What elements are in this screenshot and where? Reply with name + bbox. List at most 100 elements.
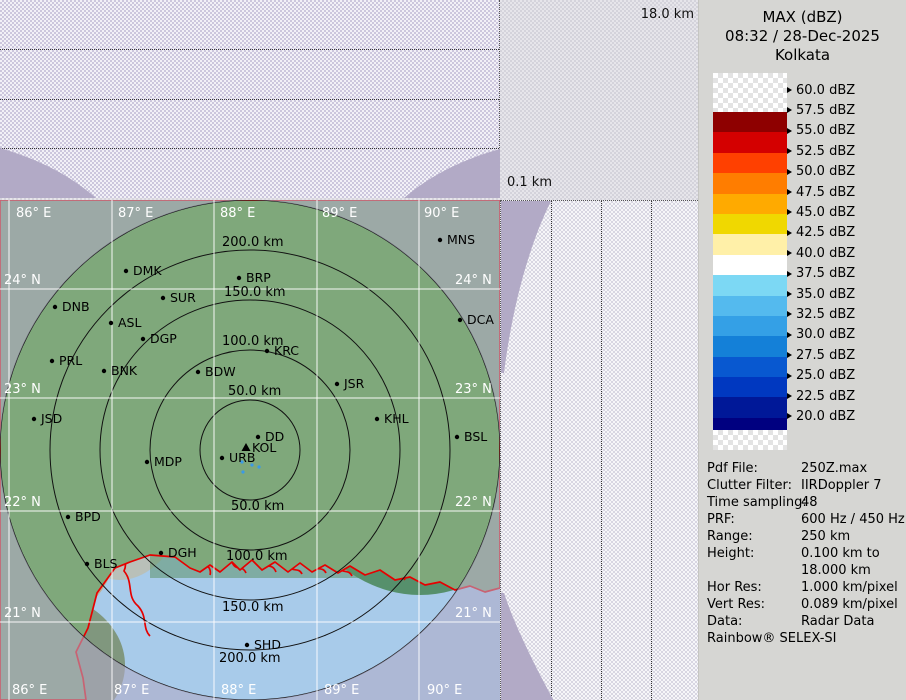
legend-entry-label: 22.5 dBZ bbox=[796, 388, 856, 404]
legend-entry: 30.0 dBZ bbox=[787, 327, 855, 343]
legend-header: MAX (dBZ) 08:32 / 28-Dec-2025 Kolkata bbox=[699, 8, 906, 65]
legend-entry: 25.0 dBZ bbox=[787, 368, 855, 384]
product-metadata: Pdf File: 250Z.max Clutter Filter: IIRDoppl… bbox=[707, 460, 906, 647]
color-swatch bbox=[713, 132, 787, 153]
legend-entry-label: 60.0 dBZ bbox=[796, 82, 856, 98]
radar-map: 86° E 86° E 87° E 87° E 88° E 88° E 89° E 89° E… bbox=[0, 125, 585, 700]
height-scale-max-label: 18.0 km bbox=[640, 7, 694, 22]
legend-entry: 32.5 dBZ bbox=[787, 306, 855, 322]
range-ring-label: 150.0 km bbox=[222, 600, 284, 615]
color-swatch bbox=[713, 417, 787, 430]
city-label-bls: BLS bbox=[94, 556, 118, 571]
legend-arrow-icon bbox=[787, 87, 792, 93]
metadata-value: IIRDoppler 7 bbox=[801, 478, 882, 493]
latitude-label: 21° N bbox=[4, 606, 41, 621]
range-ring-150 bbox=[99, 299, 401, 601]
legend-entry-label: 30.0 dBZ bbox=[796, 327, 856, 343]
product-title: MAX (dBZ) bbox=[762, 8, 843, 26]
longitude-label: 90° E bbox=[427, 683, 462, 698]
legend-arrow-icon bbox=[787, 352, 792, 359]
city-dot-bnk bbox=[101, 368, 107, 374]
color-scale bbox=[713, 73, 787, 450]
city-dot-dnb bbox=[52, 304, 58, 310]
city-dot-asl bbox=[108, 320, 114, 326]
city-dot-dca bbox=[457, 317, 463, 323]
legend-entry-label: 20.0 dBZ bbox=[796, 408, 856, 424]
city-label-bdw: BDW bbox=[205, 364, 236, 379]
city-dot-shd bbox=[244, 642, 250, 648]
legend-entry-label: 40.0 dBZ bbox=[796, 245, 856, 261]
city-dot-khl bbox=[374, 416, 380, 422]
metadata-value: 48 bbox=[801, 495, 818, 510]
city-label-dd: DD bbox=[265, 429, 284, 444]
color-swatch bbox=[713, 356, 787, 378]
metadata-row: Height: 0.100 km to bbox=[707, 545, 906, 562]
city-label-mns: MNS bbox=[447, 232, 475, 247]
legend-entry: 55.0 dBZ bbox=[787, 123, 855, 139]
city-label-krc: KRC bbox=[274, 343, 299, 358]
range-ring-label: 100.0 km bbox=[226, 549, 288, 564]
color-swatch bbox=[713, 73, 787, 112]
legend-entry-label: 52.5 dBZ bbox=[796, 143, 856, 159]
metadata-label: Vert Res: bbox=[707, 597, 766, 612]
legend-entry: 42.5 dBZ bbox=[787, 225, 855, 241]
legend-arrow-icon bbox=[787, 270, 792, 277]
legend-entry: 22.5 dBZ bbox=[787, 388, 855, 404]
longitude-label: 89° E bbox=[324, 683, 359, 698]
metadata-row: Hor Res: 1.000 km/pixel bbox=[707, 579, 906, 596]
legend-entry: 35.0 dBZ bbox=[787, 286, 855, 302]
height-gridline bbox=[0, 148, 499, 149]
metadata-row: Time sampling: 48 bbox=[707, 494, 906, 511]
latitude-label: 24° N bbox=[455, 273, 492, 288]
latitude-label: 22° N bbox=[455, 495, 492, 510]
height-scale-min-label: 0.1 km bbox=[507, 175, 552, 190]
city-dot-bsl bbox=[454, 434, 460, 440]
color-swatch bbox=[713, 152, 787, 174]
legend-entry: 57.5 dBZ bbox=[787, 102, 855, 118]
longitude-label: 86° E bbox=[16, 206, 51, 221]
city-dot-brp bbox=[236, 275, 242, 281]
city-label-mdp: MDP bbox=[154, 454, 182, 469]
range-ring-label: 200.0 km bbox=[219, 651, 281, 666]
legend-entry: 20.0 dBZ bbox=[787, 408, 855, 424]
city-dot-bls bbox=[84, 561, 90, 567]
longitude-label: 90° E bbox=[424, 206, 459, 221]
city-label-brp: BRP bbox=[246, 270, 271, 285]
radar-map-svg: 86° E 86° E 87° E 87° E 88° E 88° E 89° E 89° E… bbox=[0, 125, 585, 700]
city-dot-urb bbox=[219, 455, 225, 461]
city-label-bnk: BNK bbox=[111, 363, 138, 378]
echo-speck bbox=[240, 460, 244, 464]
latitude-label: 22° N bbox=[4, 495, 41, 510]
legend-arrow-icon bbox=[787, 127, 792, 134]
range-ring-100 bbox=[149, 349, 351, 551]
legend-arrow-icon bbox=[787, 393, 792, 399]
legend-entry-label: 55.0 dBZ bbox=[796, 123, 856, 139]
city-label-urb: URB bbox=[229, 450, 255, 465]
legend-panel: MAX (dBZ) 08:32 / 28-Dec-2025 Kolkata 60… bbox=[698, 0, 906, 700]
datetime-label: 08:32 / 28-Dec-2025 bbox=[725, 27, 880, 45]
legend-entry: 50.0 dBZ bbox=[787, 164, 855, 180]
range-ring-label: 200.0 km bbox=[222, 235, 284, 250]
range-ring-200 bbox=[49, 249, 451, 651]
metadata-row: 18.000 km bbox=[707, 562, 906, 579]
metadata-label: Time sampling: bbox=[707, 495, 807, 510]
metadata-row: PRF: 600 Hz / 450 Hz bbox=[707, 511, 906, 528]
longitude-label: 88° E bbox=[221, 683, 256, 698]
metadata-label: Data: bbox=[707, 614, 743, 629]
city-dot-prl bbox=[49, 358, 55, 364]
range-ring-label: 150.0 km bbox=[224, 285, 286, 300]
city-label-bpd: BPD bbox=[75, 509, 101, 524]
legend-entry-label: 35.0 dBZ bbox=[796, 286, 856, 302]
city-label-dnb: DNB bbox=[62, 299, 90, 314]
color-swatch bbox=[713, 336, 787, 357]
metadata-value: 1.000 km/pixel bbox=[801, 580, 898, 595]
metadata-label: PRF: bbox=[707, 512, 735, 527]
metadata-label: Range: bbox=[707, 529, 753, 544]
metadata-value: 0.089 km/pixel bbox=[801, 597, 898, 612]
city-dot-krc bbox=[264, 348, 270, 354]
city-label-jsd: JSD bbox=[40, 411, 62, 426]
legend-entry-label: 25.0 dBZ bbox=[796, 368, 856, 384]
city-dot-jsd bbox=[31, 416, 37, 422]
latitude-label: 23° N bbox=[455, 382, 492, 397]
legend-arrow-icon bbox=[787, 229, 792, 236]
